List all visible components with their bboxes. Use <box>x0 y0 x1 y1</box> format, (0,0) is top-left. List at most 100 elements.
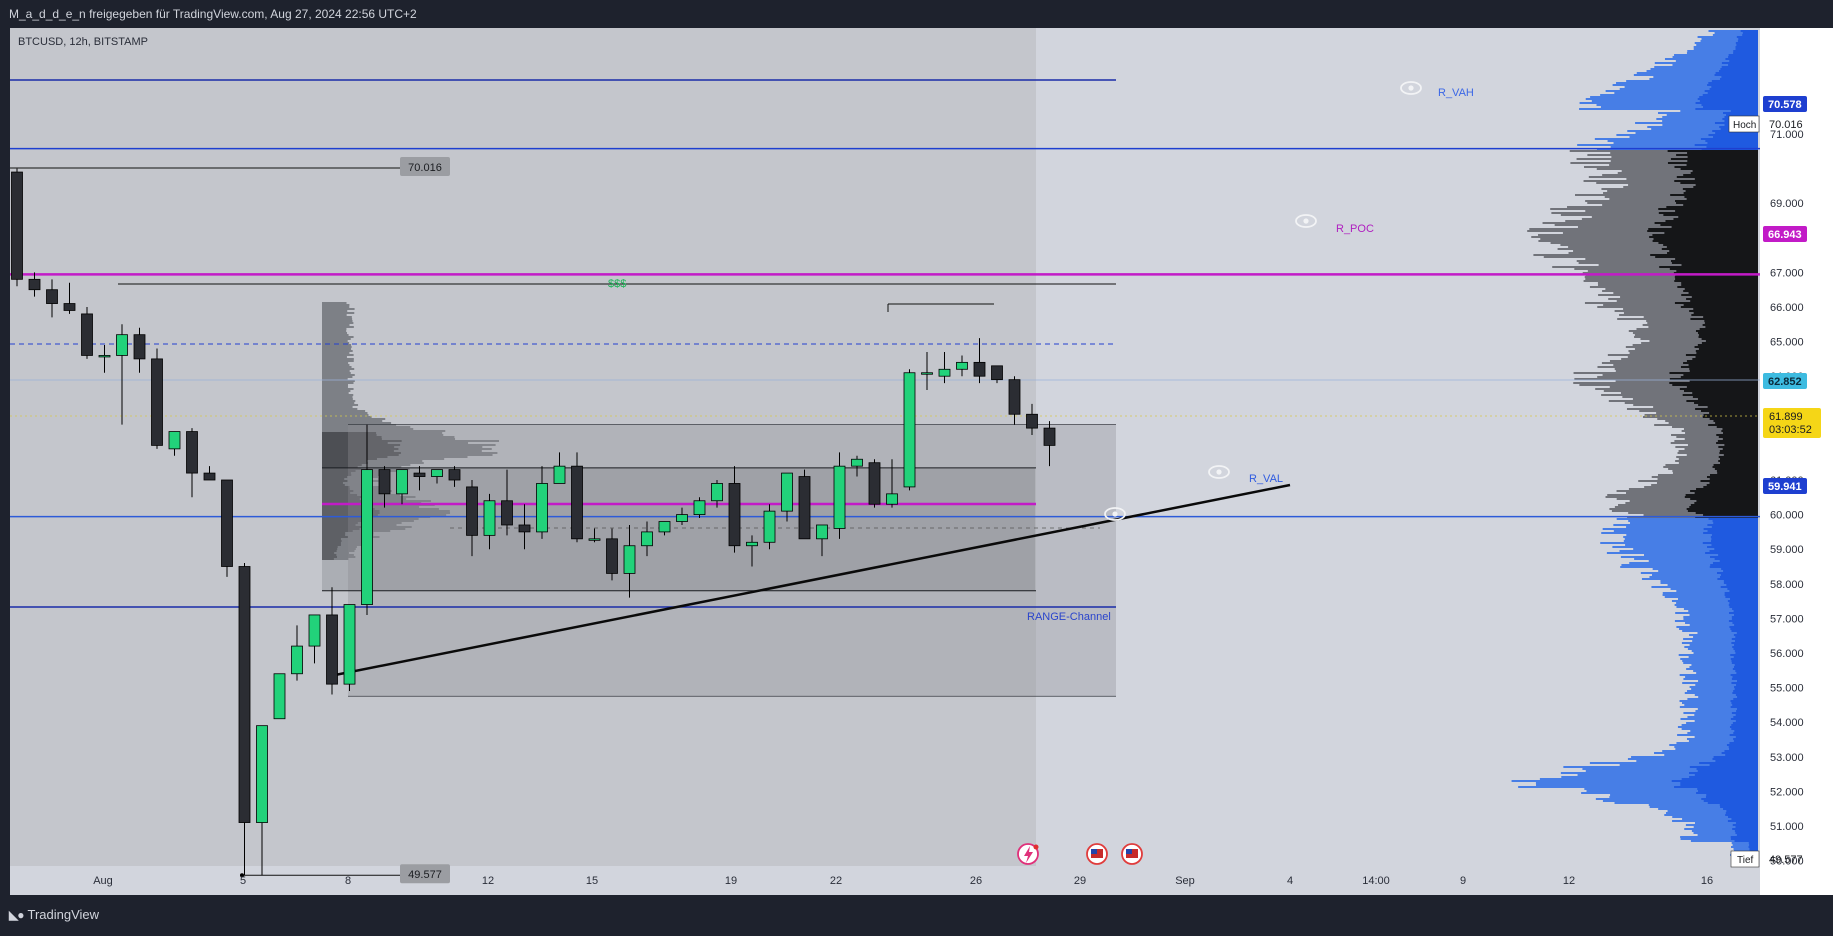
profile-bar <box>1614 310 1758 312</box>
profile-bar <box>1675 60 1758 62</box>
candle-body <box>466 486 478 536</box>
profile-bar-up <box>1671 262 1758 264</box>
candle-body <box>1043 427 1056 446</box>
profile-bar-up <box>1704 322 1758 324</box>
profile-bar <box>1665 420 1758 422</box>
profile-bar <box>1578 262 1758 264</box>
session-profile-bar-up <box>322 432 377 434</box>
profile-bar <box>1674 440 1758 442</box>
profile-bar <box>1667 810 1758 812</box>
profile-bar <box>1684 704 1758 706</box>
profile-bar-up <box>1716 572 1758 574</box>
candle-body <box>641 531 653 547</box>
profile-bar <box>1616 134 1758 136</box>
us-event-icon <box>1086 843 1108 865</box>
profile-bar <box>1679 674 1758 676</box>
profile-bar <box>1557 248 1758 250</box>
profile-bar-up <box>1735 826 1758 828</box>
session-profile-bar-up <box>322 470 356 472</box>
session-profile-bar <box>322 378 348 380</box>
price-tick-label: 60.000 <box>1770 510 1804 522</box>
profile-bar <box>1585 210 1758 212</box>
session-profile-bar-up <box>322 446 395 448</box>
profile-bar <box>1597 376 1758 378</box>
profile-bar-up <box>1733 634 1758 636</box>
tradingview-logo[interactable]: ◣● TradingView <box>9 907 99 922</box>
r-poc-price-tag-text: 66.943 <box>1768 229 1802 241</box>
profile-bar <box>1589 762 1758 764</box>
profile-bar-up <box>1720 576 1758 578</box>
profile-bar <box>1636 760 1758 762</box>
candle-body <box>588 538 601 541</box>
time-axis[interactable] <box>10 866 1760 895</box>
price-axis[interactable] <box>1760 28 1833 895</box>
profile-bar <box>1584 302 1758 304</box>
session-profile-bar-up <box>322 488 350 490</box>
profile-bar <box>1621 564 1758 566</box>
profile-bar <box>1662 592 1758 594</box>
profile-bar-up <box>1724 444 1758 446</box>
profile-bar-up <box>1734 624 1758 626</box>
profile-bar <box>1538 234 1758 236</box>
profile-bar-up <box>1717 440 1758 442</box>
profile-bar-up <box>1683 304 1758 306</box>
eye-pupil <box>1112 511 1118 517</box>
session-profile-bar <box>322 314 347 316</box>
profile-bar-up <box>1706 484 1758 486</box>
profile-bar-up <box>1682 188 1758 190</box>
profile-bar <box>1676 626 1758 628</box>
profile-bar-up <box>1694 144 1758 146</box>
profile-bar <box>1605 496 1758 498</box>
session-profile-bar <box>322 334 349 336</box>
candle-body <box>186 431 198 474</box>
candle-body <box>203 472 216 481</box>
session-profile-bar <box>322 368 355 370</box>
profile-bar <box>1601 362 1758 364</box>
session-profile-bar <box>322 410 366 412</box>
profile-bar-up <box>1717 578 1758 580</box>
profile-bar <box>1671 600 1758 602</box>
profile-bar <box>1731 842 1758 844</box>
profile-bar <box>1672 472 1758 474</box>
session-profile-bar-up <box>322 490 354 492</box>
profile-bar <box>1587 202 1758 204</box>
profile-bar-up <box>1727 588 1758 590</box>
high-tag-value: 70.016 <box>1769 119 1803 131</box>
profile-bar <box>1688 610 1758 612</box>
profile-bar-up <box>1732 692 1758 694</box>
profile-bar <box>1626 80 1758 82</box>
profile-bar-up <box>1694 502 1758 504</box>
eye-icon <box>1295 214 1317 228</box>
profile-bar <box>1619 88 1758 90</box>
profile-bar-up <box>1738 38 1758 40</box>
profile-bar-up <box>1674 180 1758 182</box>
profile-bar-up <box>1676 154 1758 156</box>
profile-bar <box>1617 172 1758 174</box>
session-profile-bar <box>322 416 372 418</box>
profile-bar <box>1632 398 1758 400</box>
profile-bar-up <box>1692 358 1758 360</box>
profile-bar-up <box>1669 378 1758 380</box>
profile-bar <box>1647 126 1758 128</box>
cyan-price-tag-text: 62.852 <box>1768 376 1802 388</box>
profile-bar <box>1622 396 1758 398</box>
profile-bar-up <box>1730 654 1758 656</box>
session-profile-bar <box>322 530 391 532</box>
profile-bar-up <box>1720 586 1758 588</box>
session-profile-bar <box>322 538 365 540</box>
profile-bar-up <box>1732 676 1758 678</box>
profile-bar-up <box>1693 308 1758 310</box>
profile-bar <box>1697 36 1758 38</box>
session-profile-bar <box>322 442 469 444</box>
profile-bar-up <box>1727 600 1758 602</box>
profile-bar-up <box>1690 498 1758 500</box>
share-header: M_a_d_d_e_n freigegeben für TradingView.… <box>0 0 1833 28</box>
profile-bar-up <box>1749 848 1758 850</box>
profile-bar-up <box>1712 520 1758 522</box>
profile-bar <box>1602 374 1758 376</box>
time-tick-label: 12 <box>482 875 494 887</box>
profile-bar <box>1693 652 1758 654</box>
profile-bar-up <box>1736 672 1758 674</box>
